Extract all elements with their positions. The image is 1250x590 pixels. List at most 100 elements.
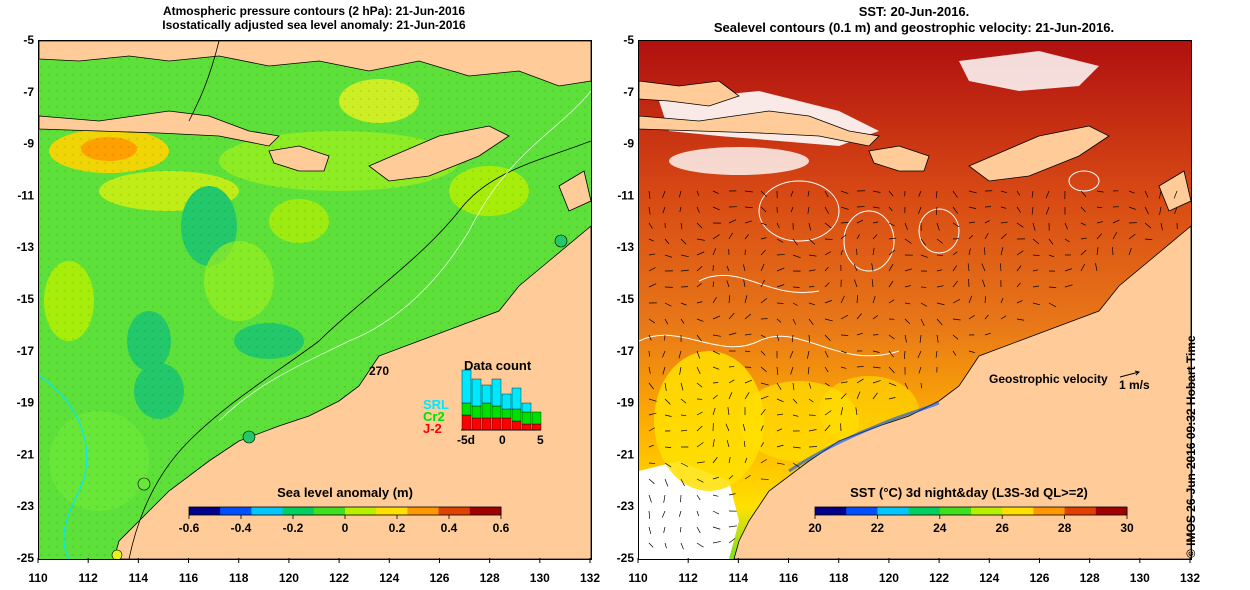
velocity-arrow [728, 538, 736, 544]
velocity-arrow [1032, 222, 1036, 231]
velocity-label: Geostrophic velocity [989, 372, 1108, 386]
x-tick-label: 126 [1029, 571, 1049, 585]
velocity-arrow [680, 462, 689, 467]
left-title-line1: Atmospheric pressure contours (2 hPa): 2… [162, 4, 466, 18]
velocity-arrow [1144, 190, 1149, 198]
y-tick-label: -21 [617, 447, 635, 461]
velocity-arrow [696, 238, 705, 241]
velocity-arrow [725, 423, 730, 432]
velocity-arrow [760, 366, 767, 373]
colorbar-segment [908, 507, 941, 515]
velocity-arrow [696, 542, 704, 548]
colorbar-ticks: 20 22 24 26 28 30 [808, 515, 1134, 535]
velocity-arrow [1173, 190, 1178, 199]
legend-cr2: Cr2 [423, 409, 445, 424]
colorbar-segment [815, 507, 847, 515]
velocity-arrow [984, 232, 989, 240]
velocity-arrow [840, 190, 849, 194]
velocity-arrow [871, 263, 874, 272]
data-count-bar-cr2 [521, 411, 532, 425]
velocity-arrow [744, 313, 751, 320]
velocity-arrow [840, 249, 843, 256]
velocity-arrow [1112, 219, 1120, 224]
velocity-arrow [760, 350, 766, 356]
velocity-arrow [824, 382, 830, 387]
velocity-arrow [712, 234, 720, 240]
land [39, 41, 591, 559]
velocity-arrow [680, 382, 684, 391]
velocity-arrow [712, 510, 720, 515]
colorbar-segment [877, 507, 910, 515]
velocity-arrow [872, 221, 879, 224]
x-tick-label: 114 [129, 571, 149, 585]
colorbar-tick-label: -0.2 [283, 521, 304, 535]
colorbar-tick-label: 0 [342, 521, 349, 535]
tide-gauge-marker [137, 477, 151, 491]
velocity-arrow [1045, 190, 1050, 199]
velocity-arrow [808, 334, 810, 343]
velocity-arrow [648, 318, 656, 324]
velocity-arrow [776, 302, 784, 304]
velocity-arrow [952, 280, 958, 288]
velocity-arrow [744, 350, 751, 353]
velocity-arrow [776, 428, 783, 432]
y-tick-label: -13 [617, 240, 635, 254]
velocity-arrow [935, 206, 938, 215]
velocity-arrow [1174, 206, 1178, 214]
velocity-arrow [744, 190, 753, 193]
tide-gauge-marker [242, 430, 256, 444]
velocity-arrow [904, 318, 910, 325]
sea-level-colorbar: Sea level anomaly (m) -0.6 -0.4 -0.2 0 0.2 0.… [179, 485, 510, 535]
velocity-arrow [744, 220, 752, 224]
velocity-arrow [776, 398, 784, 403]
velocity-arrow [840, 314, 849, 320]
velocity-arrow [664, 382, 667, 391]
velocity-arrow [824, 424, 831, 432]
data-count-bar-j2 [511, 420, 522, 431]
velocity-arrow [888, 190, 894, 197]
velocity-arrow [662, 206, 666, 214]
credit-text: © IMOS 26-Jun-2016 09:32 Hobart Time [1184, 335, 1198, 558]
velocity-arrow [1000, 297, 1004, 304]
data-count-bar-j2 [531, 423, 542, 431]
data-count-inset: 270 Data count SRL Cr2 J-2 -5d 0 5 [369, 358, 544, 447]
velocity-arrow [776, 238, 784, 243]
x-tick-label: 128 [1080, 571, 1100, 585]
right-title-line2: Sealevel contours (0.1 m) and geostrophi… [713, 20, 1115, 35]
velocity-arrow [1016, 206, 1021, 213]
velocity-arrow [744, 234, 749, 240]
left-title-line2: Isostatically adjusted sea level anomaly… [162, 18, 466, 32]
x-tick-label: 132 [580, 571, 600, 585]
velocity-arrow [968, 314, 975, 320]
velocity-arrow [952, 206, 958, 214]
velocity-arrow [789, 350, 794, 359]
velocity-arrow [792, 318, 797, 325]
y-tick-label: -9 [23, 137, 34, 151]
velocity-arrow [760, 190, 767, 197]
velocity-arrow [680, 318, 685, 324]
velocity-arrow [728, 457, 731, 464]
velocity-arrow [888, 280, 894, 288]
velocity-arrow [808, 398, 814, 403]
y-tick-label: -11 [17, 188, 34, 202]
velocity-arrow [808, 429, 817, 432]
data-count-bar-cr2 [531, 411, 542, 425]
y-tick-label: -15 [617, 292, 635, 306]
colorbar-tick-label: 24 [933, 521, 947, 535]
velocity-arrow [680, 542, 684, 550]
velocity-arrow [871, 279, 874, 288]
velocity-arrow [727, 407, 730, 416]
velocity-arrow [792, 414, 799, 417]
sst-map[interactable]: Geostrophic velocity 1 m/s SST (°C) 3d n… [638, 40, 1192, 560]
colorbar-tick-label: 0.6 [493, 521, 510, 535]
velocity-arrow [712, 366, 720, 370]
velocity-arrow [696, 510, 700, 517]
velocity-arrow [872, 366, 881, 369]
velocity-arrow [1128, 247, 1132, 256]
velocity-arrow [696, 442, 704, 448]
sea-level-anomaly-map[interactable]: 270 Data count SRL Cr2 J-2 -5d 0 5 Sea l… [38, 40, 592, 560]
colorbar-segment [846, 507, 878, 515]
velocity-arrow [678, 510, 682, 517]
velocity-arrow [1080, 206, 1086, 213]
colorbar-tick-label: 20 [808, 521, 822, 535]
